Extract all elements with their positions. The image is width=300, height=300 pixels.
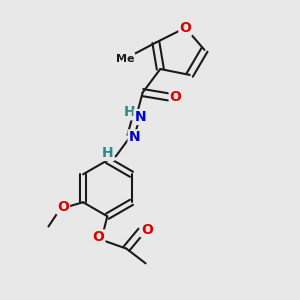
Text: H: H: [124, 105, 135, 119]
Text: O: O: [170, 90, 182, 104]
Text: Me: Me: [116, 54, 134, 64]
Text: O: O: [141, 223, 153, 236]
Text: H: H: [102, 146, 114, 160]
Text: O: O: [57, 200, 69, 214]
Text: N: N: [134, 110, 146, 124]
Text: N: N: [129, 130, 140, 144]
Text: O: O: [179, 21, 191, 35]
Text: O: O: [92, 230, 104, 244]
